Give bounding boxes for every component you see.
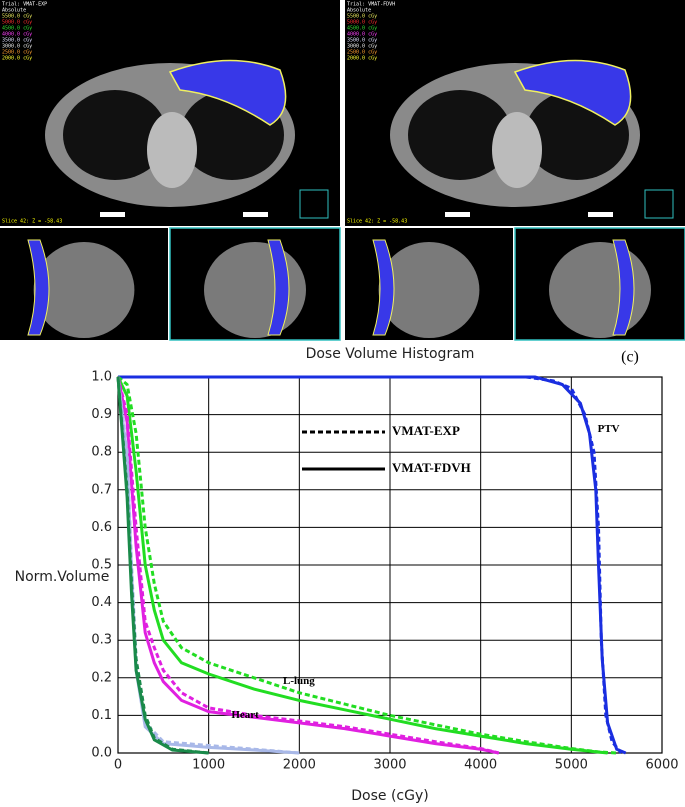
y-tick-label: 0.9 — [91, 407, 112, 422]
isodose-label: 2000.0 cGy — [2, 56, 32, 62]
slice-label: Slice 42: Z = -58.43 — [2, 219, 62, 225]
x-tick-label: 3000 — [373, 758, 406, 773]
x-tick-label: 1000 — [192, 758, 225, 773]
dvh-line — [117, 375, 617, 755]
axis-marker — [644, 189, 674, 219]
annotation: PTV — [598, 423, 620, 435]
panel-label: (a) — [314, 7, 332, 24]
dose-heading: Absolute — [2, 8, 26, 14]
scale-bar — [243, 212, 268, 217]
dvh-line — [118, 375, 627, 755]
ptv-region — [372, 239, 395, 336]
annotation: Heart — [231, 709, 259, 721]
isodose-label: 4500.0 cGy — [2, 26, 32, 32]
y-tick-label: 0.4 — [91, 595, 112, 610]
dvh-line — [116, 376, 500, 755]
lung — [408, 90, 512, 180]
y-tick-label: 0.5 — [91, 558, 112, 573]
y-tick-label: 0.7 — [91, 482, 112, 497]
anatomy — [378, 242, 480, 338]
y-tick-label: 0.3 — [91, 633, 112, 648]
isodose-label: 3500.0 cGy — [2, 38, 32, 44]
panel-label: (c) — [621, 349, 639, 366]
panel-label: (b) — [659, 7, 678, 24]
y-tick-label: 0.2 — [91, 670, 112, 685]
annotation: L-lung — [283, 675, 315, 687]
mediastinum — [147, 112, 197, 188]
legend-label: VMAT-EXP — [392, 423, 460, 438]
legend-label: VMAT-FDVH — [392, 460, 471, 475]
slice-label: Slice 42: Z = -58.43 — [347, 219, 407, 225]
ptv-region — [513, 59, 632, 126]
trial-label: Trial: VMAT-FDVH — [347, 2, 395, 8]
ptv-region — [168, 59, 287, 126]
axis-marker — [299, 189, 329, 219]
x-tick-label: 2000 — [283, 758, 316, 773]
isodose-label: 4000.0 cGy — [2, 32, 32, 38]
isodose-label: 3000.0 cGy — [2, 44, 32, 50]
isodose-label: 2500.0 cGy — [347, 50, 377, 56]
y-tick-label: 0.1 — [91, 708, 112, 723]
y-tick-label: 0.0 — [91, 746, 112, 761]
y-tick-label: 1.0 — [91, 370, 112, 385]
x-tick-label: 0 — [114, 758, 122, 773]
isodose-label: 5000.0 cGy — [347, 20, 377, 26]
scale-bar — [588, 212, 613, 217]
ptv-region — [27, 239, 50, 336]
y-tick-label: 0.8 — [91, 445, 112, 460]
isodose-label: 5500.0 cGy — [2, 14, 32, 20]
scale-bar — [100, 212, 125, 217]
isodose-label: 5000.0 cGy — [2, 20, 32, 26]
x-tick-label: 4000 — [464, 758, 497, 773]
isodose-label: 2000.0 cGy — [347, 56, 377, 62]
dvh-line — [116, 376, 500, 755]
isodose-label: 2500.0 cGy — [2, 50, 32, 56]
ptv-region — [612, 239, 635, 336]
isodose-label: 3500.0 cGy — [347, 38, 377, 44]
x-axis-label: Dose (cGy) — [351, 788, 428, 804]
anatomy — [33, 242, 135, 338]
trial-label: Trial: VMAT-EXP — [2, 2, 47, 8]
dose-heading: Absolute — [347, 8, 371, 14]
mediastinum — [492, 112, 542, 188]
isodose-label: 5500.0 cGy — [347, 14, 377, 20]
scale-bar — [445, 212, 470, 217]
dvh-line — [116, 376, 608, 755]
anatomy — [549, 242, 651, 338]
isodose-label: 4500.0 cGy — [347, 26, 377, 32]
y-axis-label: Norm.Volume — [15, 569, 110, 585]
isodose-label: 3000.0 cGy — [347, 44, 377, 50]
lung — [63, 90, 167, 180]
y-tick-label: 0.6 — [91, 520, 112, 535]
isodose-label: 4000.0 cGy — [347, 32, 377, 38]
chart-title: Dose Volume Histogram — [306, 346, 475, 362]
dvh-line — [116, 376, 209, 755]
x-tick-label: 5000 — [555, 758, 588, 773]
ptv-region — [267, 239, 290, 336]
anatomy — [204, 242, 306, 338]
x-tick-label: 6000 — [645, 758, 678, 773]
